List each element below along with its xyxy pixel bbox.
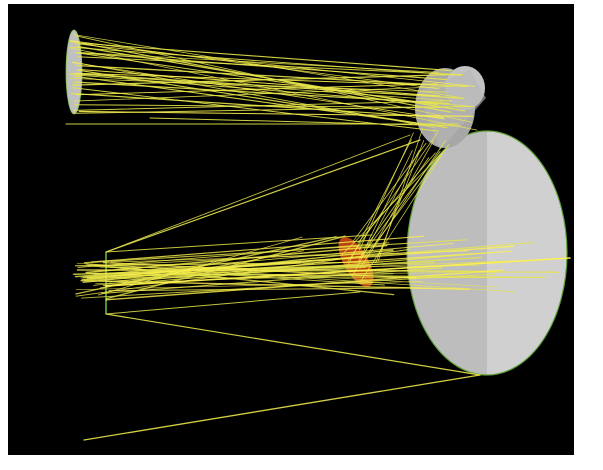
light-ray <box>375 140 425 264</box>
light-ray <box>365 144 450 257</box>
light-ray <box>83 239 467 264</box>
light-ray <box>351 149 420 277</box>
light-ray <box>74 42 452 72</box>
light-ray <box>105 291 361 315</box>
light-ray <box>77 56 464 76</box>
light-ray <box>74 52 448 81</box>
light-ray <box>76 83 438 96</box>
light-ray <box>72 262 435 275</box>
light-ray <box>377 128 423 261</box>
light-ray <box>105 257 571 287</box>
entrance-aperture <box>65 29 83 115</box>
light-ray <box>365 157 430 247</box>
light-ray <box>74 105 475 114</box>
light-ray <box>105 313 481 376</box>
light-ray <box>357 149 413 263</box>
light-ray <box>81 273 496 299</box>
light-ray <box>97 236 303 296</box>
light-ray <box>81 250 512 281</box>
light-ray <box>101 267 443 294</box>
light-ray <box>347 132 438 262</box>
light-ray <box>105 234 373 253</box>
light-ray <box>75 72 437 86</box>
light-ray <box>75 281 423 290</box>
light-ray <box>72 74 449 86</box>
light-ray <box>78 73 465 100</box>
light-ray <box>70 40 440 90</box>
light-ray <box>74 261 384 267</box>
fold-mirror-top <box>415 66 486 150</box>
light-ray <box>95 273 394 285</box>
light-ray <box>83 374 481 441</box>
light-ray <box>90 235 425 263</box>
light-ray <box>361 155 442 280</box>
light-ray <box>71 62 446 120</box>
light-ray <box>341 149 446 256</box>
light-ray <box>86 266 325 280</box>
light-ray <box>110 264 517 293</box>
light-ray <box>105 134 411 253</box>
light-ray <box>76 69 448 129</box>
light-ray <box>69 46 462 76</box>
light-ray <box>352 142 427 242</box>
light-ray <box>70 73 445 101</box>
light-ray <box>108 287 422 292</box>
light-ray <box>358 132 414 251</box>
light-ray <box>110 250 469 263</box>
light-ray <box>70 92 445 119</box>
light-ray <box>76 64 468 88</box>
light-ray <box>372 139 435 248</box>
light-ray <box>73 75 437 127</box>
light-ray <box>149 117 461 127</box>
light-ray <box>105 139 421 253</box>
light-ray <box>73 81 450 105</box>
ray-bundle <box>65 34 571 441</box>
light-ray <box>74 85 453 102</box>
